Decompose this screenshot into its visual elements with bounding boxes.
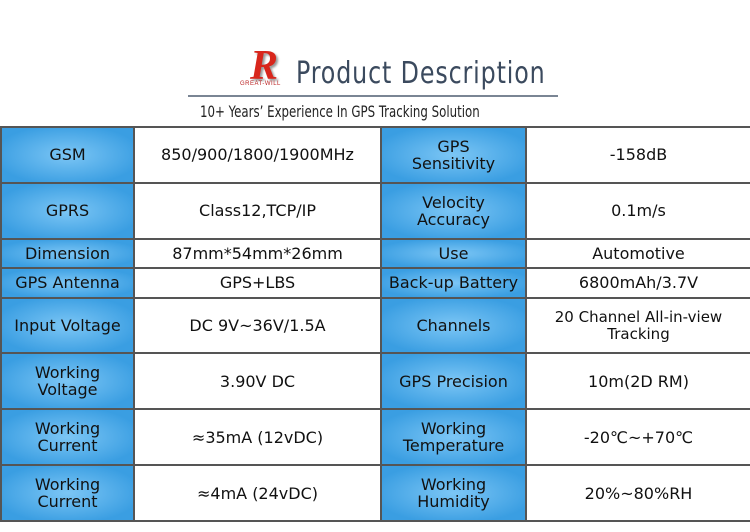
spec-label: Channels [380, 296, 527, 355]
spec-label: GPRS [0, 181, 135, 240]
cell-line: Working [34, 419, 101, 439]
cell-line: GSM [49, 145, 86, 165]
cell-line: Working [34, 363, 101, 383]
spec-label: Working Humidity [380, 464, 527, 522]
spec-value: -158dB [525, 126, 750, 184]
cell-line: 0.1m/s [611, 201, 666, 221]
cell-line: Tracking [607, 324, 670, 343]
cell-line: 6800mAh/3.7V [578, 273, 699, 293]
table-row: Working Current ≈35mA (12vDC) Working Temper… [0, 408, 750, 467]
cell-line: Working [420, 475, 487, 495]
spec-value: Automotive [525, 237, 750, 270]
spec-value: 10m(2D RM) [525, 352, 750, 411]
subtitle: 10+ Years’ Experience In GPS Tracking So… [200, 102, 480, 121]
logo-text: GREAT-WILL [240, 81, 281, 87]
cell-line: 20 Channel All-in-view [554, 307, 723, 326]
cell-line: Current [37, 492, 98, 512]
spec-value: 6800mAh/3.7V [525, 267, 750, 299]
spec-value: Class12,TCP/IP [133, 181, 382, 240]
cell-line: GPRS [45, 201, 90, 221]
cell-line: Humidity [417, 492, 490, 512]
cell-line: ≈35mA (12vDC) [191, 427, 324, 447]
spec-label: GPS Sensitivity [380, 126, 527, 184]
cell-line: Current [37, 436, 98, 456]
spec-label: Working Temperature [380, 408, 527, 467]
spec-table: GSM 850/900/1800/1900MHz GPS Sensitivity -15… [0, 126, 750, 522]
title: Product Description [296, 56, 546, 91]
cell-line: Channels [416, 316, 491, 335]
cell-line: -158dB [609, 145, 668, 165]
cell-line: Use [438, 243, 469, 263]
cell-line: GPS+LBS [219, 273, 296, 293]
spec-label: Dimension [0, 237, 135, 270]
table-row: GPS Antenna GPS+LBS Back-up Battery 6800mAh… [0, 267, 750, 299]
cell-line: 850/900/1800/1900MHz [161, 145, 354, 165]
spec-label: Use [380, 237, 527, 270]
cell-line: GPS Precision [399, 371, 508, 391]
cell-line: 87mm*54mm*26mm [172, 243, 343, 263]
table-row: Input Voltage DC 9V~36V/1.5A Channels 20 Ch… [0, 296, 750, 355]
spec-value: 87mm*54mm*26mm [133, 237, 382, 270]
spec-value: GPS+LBS [133, 267, 382, 299]
spec-value: DC 9V~36V/1.5A [133, 296, 382, 355]
table-row: GPRS Class12,TCP/IP Velocity Accuracy 0.1m/s [0, 181, 750, 240]
spec-value: ≈4mA (24vDC) [133, 464, 382, 522]
spec-value: 850/900/1800/1900MHz [133, 126, 382, 184]
cell-line: Temperature [402, 436, 505, 456]
spec-label: Input Voltage [0, 296, 135, 355]
cell-line: ≈4mA (24vDC) [196, 483, 318, 503]
cell-line: Working [34, 475, 101, 495]
spec-label: GPS Antenna [0, 267, 135, 299]
cell-line: GPS Antenna [15, 273, 120, 293]
table-row: Dimension 87mm*54mm*26mm Use Automotive [0, 237, 750, 270]
spec-label: Working Voltage [0, 352, 135, 411]
spec-value: 20 Channel All-in-view Tracking [525, 296, 750, 355]
cell-line: Working [420, 419, 487, 439]
spec-value: 3.90V DC [133, 352, 382, 411]
spec-value: -20℃~+70℃ [525, 408, 750, 467]
spec-value: 20%~80%RH [525, 464, 750, 522]
cell-line: 3.90V DC [219, 371, 296, 391]
cell-line: -20℃~+70℃ [583, 427, 694, 447]
cell-line: Dimension [24, 243, 111, 263]
cell-line: Sensitivity [411, 153, 496, 173]
logo: R GREAT-WILL [240, 43, 281, 89]
spec-label: Back-up Battery [380, 267, 527, 299]
spec-label: Working Current [0, 408, 135, 467]
cell-line: 20%~80%RH [584, 483, 693, 503]
cell-line: DC 9V~36V/1.5A [189, 316, 326, 335]
rule [188, 95, 558, 97]
cell-line: Back-up Battery [388, 273, 519, 293]
spec-label: Working Current [0, 464, 135, 522]
cell-line: Voltage [37, 380, 98, 400]
spec-label: GSM [0, 126, 135, 184]
cell-line: Class12,TCP/IP [199, 201, 316, 221]
spec-value: 0.1m/s [525, 181, 750, 240]
table-row: Working Voltage 3.90V DC GPS Precision 10m(2… [0, 352, 750, 411]
spec-label: Velocity Accuracy [380, 181, 527, 240]
table-row: Working Current ≈4mA (24vDC) Working Humidit… [0, 464, 750, 522]
header: R GREAT-WILL Product Description 10+ Yea… [0, 0, 750, 125]
cell-line: 10m(2D RM) [588, 371, 689, 391]
cell-line: GPS [437, 136, 470, 156]
table-row: GSM 850/900/1800/1900MHz GPS Sensitivity -15… [0, 126, 750, 184]
cell-line: Velocity [422, 192, 485, 212]
spec-value: ≈35mA (12vDC) [133, 408, 382, 467]
cell-line: Accuracy [416, 209, 491, 229]
spec-label: GPS Precision [380, 352, 527, 411]
cell-line: Automotive [592, 243, 685, 263]
cell-line: Input Voltage [14, 316, 121, 335]
